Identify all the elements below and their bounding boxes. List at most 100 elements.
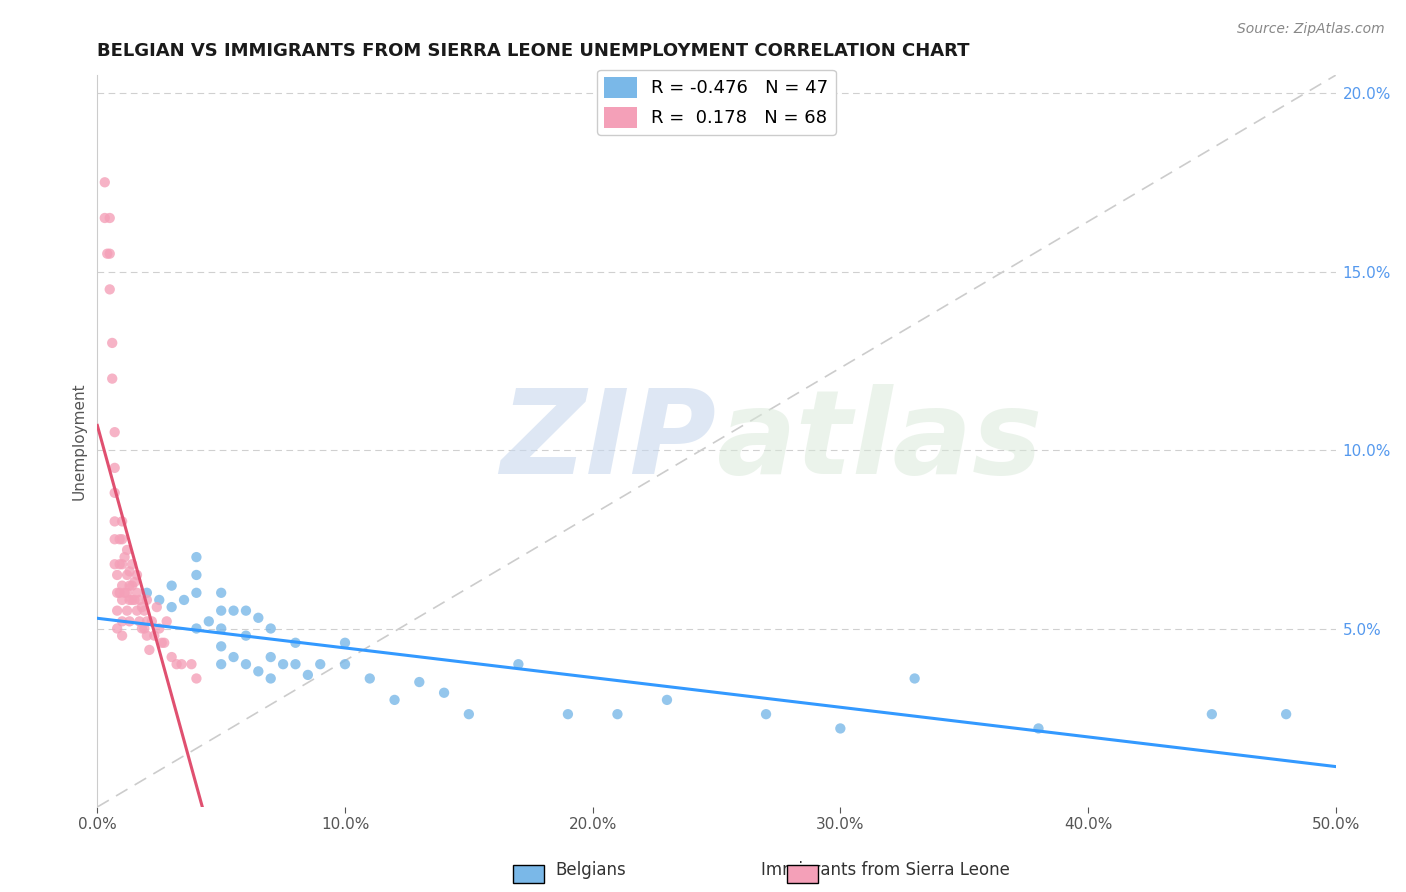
Point <box>114 550 136 565</box>
Point <box>186 550 208 565</box>
Point <box>111 593 134 607</box>
Point <box>271 657 294 672</box>
Point <box>260 622 283 636</box>
Point <box>606 707 628 722</box>
Point <box>309 657 332 672</box>
Point <box>198 615 221 629</box>
Point <box>111 615 134 629</box>
Point <box>160 650 183 665</box>
Point <box>284 636 307 650</box>
Text: BELGIAN VS IMMIGRANTS FROM SIERRA LEONE UNEMPLOYMENT CORRELATION CHART: BELGIAN VS IMMIGRANTS FROM SIERRA LEONE … <box>97 42 970 60</box>
Point <box>150 636 173 650</box>
Point <box>138 643 160 657</box>
Point <box>115 543 138 558</box>
Point <box>125 586 148 600</box>
Point <box>101 335 124 350</box>
Point <box>247 611 270 625</box>
Text: ZIP: ZIP <box>501 384 717 499</box>
Point <box>111 579 134 593</box>
Point <box>284 657 307 672</box>
Point <box>359 672 381 686</box>
Point <box>186 672 208 686</box>
Point <box>830 722 852 736</box>
Point <box>118 579 141 593</box>
Point <box>94 175 117 189</box>
Point <box>105 586 128 600</box>
Point <box>115 604 138 618</box>
Text: Belgians: Belgians <box>555 861 626 879</box>
Point <box>98 282 121 296</box>
Point <box>111 533 134 547</box>
Point <box>173 593 195 607</box>
Point <box>186 622 208 636</box>
Point <box>124 593 146 607</box>
Point <box>160 579 183 593</box>
Point <box>260 650 283 665</box>
Point <box>235 629 257 643</box>
Point <box>115 586 138 600</box>
Point <box>755 707 778 722</box>
Point <box>260 672 283 686</box>
Point <box>108 586 131 600</box>
Point <box>101 371 124 385</box>
Point <box>297 668 319 682</box>
Point <box>105 568 128 582</box>
Point <box>408 675 430 690</box>
Point <box>115 568 138 582</box>
Point <box>333 636 356 650</box>
Point <box>111 558 134 572</box>
Point <box>124 575 146 590</box>
Point <box>121 558 143 572</box>
Point <box>105 604 128 618</box>
Point <box>170 657 193 672</box>
Point <box>209 657 232 672</box>
Point <box>655 693 678 707</box>
Legend: R = -0.476   N = 47, R =  0.178   N = 68: R = -0.476 N = 47, R = 0.178 N = 68 <box>598 70 835 135</box>
Point <box>141 615 163 629</box>
Point <box>156 615 179 629</box>
Point <box>186 568 208 582</box>
Point <box>118 593 141 607</box>
Point <box>96 246 118 260</box>
Point <box>180 657 202 672</box>
Text: Source: ZipAtlas.com: Source: ZipAtlas.com <box>1237 22 1385 37</box>
Point <box>146 600 169 615</box>
Point <box>104 515 127 529</box>
Point <box>134 622 156 636</box>
Point <box>104 461 127 475</box>
Point <box>1201 707 1223 722</box>
Point <box>131 622 153 636</box>
Point <box>222 604 245 618</box>
Point <box>235 604 257 618</box>
Point <box>209 640 232 654</box>
Point <box>433 686 456 700</box>
Point <box>333 657 356 672</box>
Point <box>209 604 232 618</box>
Point <box>135 586 157 600</box>
Point <box>118 615 141 629</box>
Point <box>135 615 157 629</box>
Point <box>222 650 245 665</box>
Point <box>148 622 170 636</box>
Point <box>111 515 134 529</box>
Point <box>135 593 157 607</box>
Point <box>209 622 232 636</box>
Point <box>121 593 143 607</box>
Point <box>186 586 208 600</box>
Point <box>131 600 153 615</box>
Point <box>125 604 148 618</box>
Point <box>128 615 150 629</box>
Point <box>143 629 166 643</box>
Point <box>121 579 143 593</box>
Point <box>247 665 270 679</box>
Point <box>98 211 121 225</box>
Point <box>153 636 176 650</box>
Point <box>104 533 127 547</box>
Point <box>118 565 141 579</box>
Point <box>166 657 188 672</box>
Point <box>135 629 157 643</box>
Point <box>94 211 117 225</box>
Text: Immigrants from Sierra Leone: Immigrants from Sierra Leone <box>761 861 1011 879</box>
Point <box>104 558 127 572</box>
Point <box>128 593 150 607</box>
